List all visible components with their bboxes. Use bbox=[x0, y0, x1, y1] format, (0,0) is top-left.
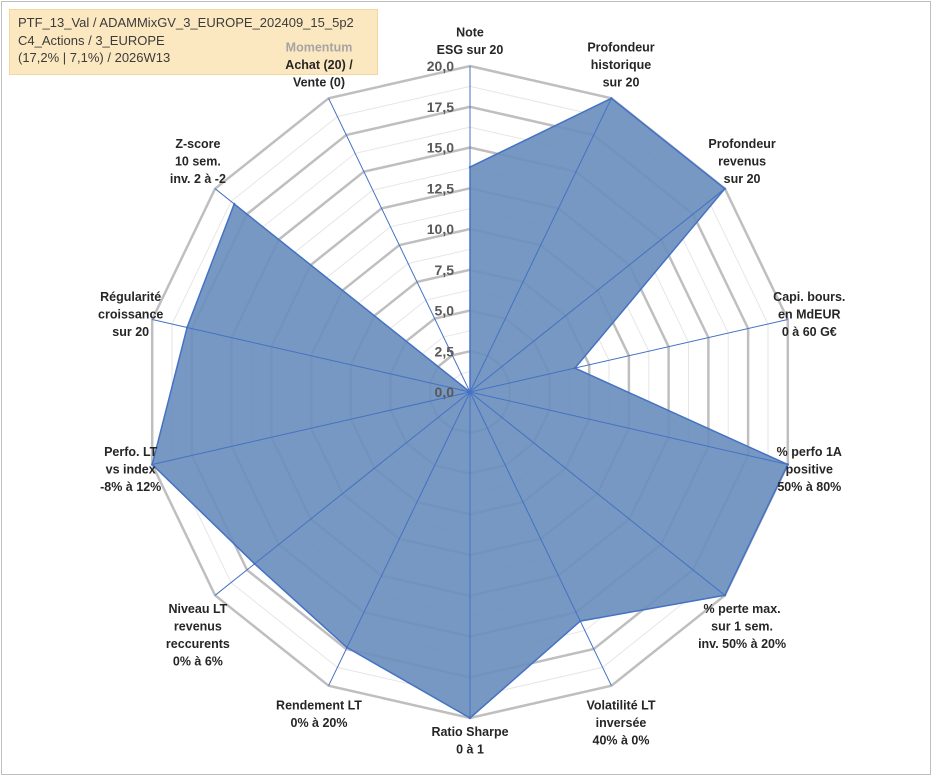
tick-label: 0,0 bbox=[435, 384, 455, 400]
axis-spokes bbox=[152, 66, 788, 718]
axis-label-line: Profondeur bbox=[708, 137, 775, 151]
axis-label-line: inversée bbox=[596, 716, 647, 730]
axis-label: Z-score 10 sem. inv. 2 à -2 bbox=[170, 137, 226, 186]
axis-label-line: sur 20 bbox=[603, 76, 640, 90]
axis-label: Ratio Sharpe 0 à 1 bbox=[431, 725, 508, 757]
axis-label: Profondeur historique sur 20 bbox=[587, 41, 654, 90]
axis-label-line: en MdEUR bbox=[778, 308, 841, 322]
axis-spoke bbox=[328, 98, 471, 393]
tick-labels: 0,0 2,5 5,0 7,5 10,0 12,5 15,0 17,5 20,0 bbox=[427, 58, 454, 400]
axis-spoke bbox=[214, 391, 471, 596]
axis-label-line: historique bbox=[591, 58, 651, 72]
tick-label: 12,5 bbox=[427, 180, 454, 196]
axis-label-line: 40% à 0% bbox=[593, 734, 650, 748]
axis-spoke bbox=[469, 391, 726, 596]
axis-label: Volatilité LT inversée 40% à 0% bbox=[587, 699, 656, 748]
axis-label-line: vs index bbox=[106, 462, 156, 476]
tick-label: 10,0 bbox=[427, 221, 454, 237]
axis-label-line: Ratio Sharpe bbox=[431, 725, 508, 739]
axis-label-line: Rendement LT bbox=[276, 699, 362, 713]
axis-label-line: positive bbox=[786, 462, 833, 476]
axis-spoke bbox=[469, 98, 612, 393]
axis-label: Niveau LT revenus reccurents 0% à 6% bbox=[166, 602, 230, 669]
axis-label-line: inv. 2 à -2 bbox=[170, 172, 226, 186]
axis-label-line: 0 à 60 G€ bbox=[782, 325, 837, 339]
axis-spoke bbox=[152, 391, 471, 465]
axis-label-line: sur 1 sem. bbox=[711, 620, 773, 634]
tick-label: 5,0 bbox=[435, 303, 455, 319]
axis-label-line: 0 à 1 bbox=[456, 743, 484, 757]
axis-label-line: Vente (0) bbox=[293, 76, 345, 90]
axis-label: Momentum Achat (20) / Vente (0) bbox=[285, 41, 353, 90]
axis-label-line: sur 20 bbox=[112, 325, 149, 339]
axis-label-line: Volatilité LT bbox=[587, 699, 656, 713]
axis-label-line: 50% à 80% bbox=[777, 480, 841, 494]
axis-label-line: sur 20 bbox=[724, 172, 761, 186]
axis-label: Profondeur revenus sur 20 bbox=[708, 137, 775, 186]
axis-label-line: Perfo. LT bbox=[104, 445, 158, 459]
axis-label-line: Achat (20) / bbox=[285, 58, 353, 72]
axis-label: Note ESG sur 20 bbox=[437, 26, 504, 58]
axis-spoke bbox=[214, 188, 471, 393]
axis-label: % perte max. sur 1 sem. inv. 50% à 20% bbox=[698, 602, 786, 651]
axis-label-line: Z-score bbox=[175, 137, 220, 151]
axis-label-line: % perfo 1A bbox=[777, 445, 842, 459]
axis-label-line: Momentum bbox=[286, 41, 353, 55]
axis-spoke bbox=[469, 391, 788, 465]
axis-label-line: % perte max. bbox=[704, 602, 781, 616]
axis-label-line: Note bbox=[456, 26, 484, 40]
axis-label-line: reccurents bbox=[166, 637, 230, 651]
axis-label-line: 10 sem. bbox=[175, 155, 221, 169]
axis-label-line: 0% à 6% bbox=[173, 655, 223, 669]
axis-label-line: -8% à 12% bbox=[100, 480, 161, 494]
tick-label: 2,5 bbox=[435, 343, 455, 359]
axis-label: Perfo. LT vs index -8% à 12% bbox=[100, 445, 161, 494]
axis-label: Régularité croissance sur 20 bbox=[98, 290, 163, 339]
tick-label: 17,5 bbox=[427, 99, 454, 115]
axis-label: Capi. bours. en MdEUR 0 à 60 G€ bbox=[773, 290, 845, 339]
axis-label: % perfo 1A positive 50% à 80% bbox=[777, 445, 842, 494]
axis-spoke bbox=[328, 391, 471, 686]
axis-label-line: revenus bbox=[718, 155, 766, 169]
axis-label-line: Profondeur bbox=[587, 41, 654, 55]
axis-label-line: inv. 50% à 20% bbox=[698, 637, 786, 651]
axis-label-line: croissance bbox=[98, 308, 163, 322]
tick-label: 7,5 bbox=[435, 262, 455, 278]
axis-labels: Note ESG sur 20 Profondeur historique sur 20… bbox=[98, 26, 845, 757]
axis-label-line: revenus bbox=[174, 620, 222, 634]
info-line-portfolio: PTF_13_Val / ADAMMixGV_3_EUROPE_202409_1… bbox=[18, 15, 354, 30]
info-line-category: C4_Actions / 3_EUROPE bbox=[18, 32, 165, 48]
axis-spoke bbox=[469, 319, 788, 393]
axis-label-line: Capi. bours. bbox=[773, 290, 845, 304]
info-line-stats: (17,2% | 7,1%) / 2026W13 bbox=[18, 50, 171, 65]
portfolio-info-box: PTF_13_Val / ADAMMixGV_3_EUROPE_202409_1… bbox=[9, 9, 378, 75]
tick-label: 20,0 bbox=[427, 58, 454, 74]
axis-spoke bbox=[152, 319, 471, 393]
axis-label-line: Régularité bbox=[100, 290, 161, 304]
tick-label: 15,0 bbox=[427, 140, 454, 156]
axis-spoke bbox=[469, 391, 612, 686]
axis-label-line: ESG sur 20 bbox=[437, 43, 504, 57]
axis-label: Rendement LT 0% à 20% bbox=[276, 699, 362, 731]
axis-label-line: 0% à 20% bbox=[291, 716, 348, 730]
axis-label-line: Niveau LT bbox=[168, 602, 227, 616]
axis-spoke bbox=[469, 188, 726, 393]
